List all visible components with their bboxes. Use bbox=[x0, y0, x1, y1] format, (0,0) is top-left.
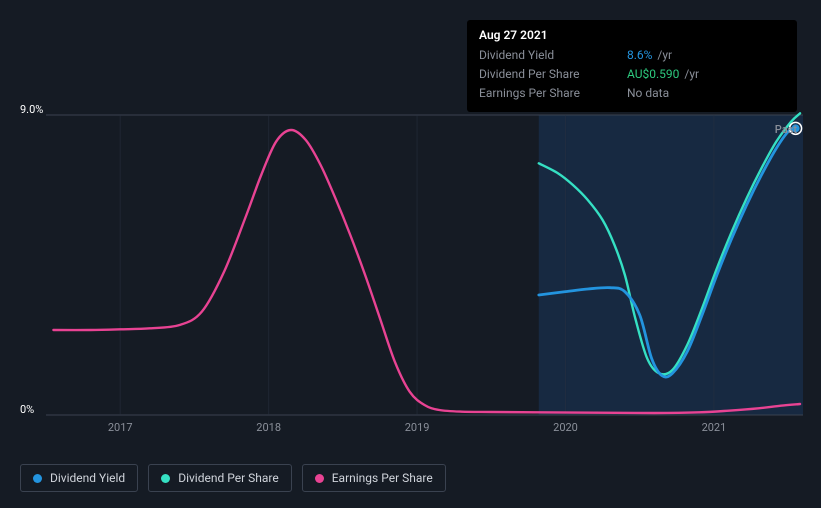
legend-item[interactable]: Earnings Per Share bbox=[302, 464, 446, 492]
tooltip-row: Dividend Per Share AU$0.590 /yr bbox=[479, 65, 785, 84]
tooltip-date: Aug 27 2021 bbox=[479, 28, 785, 42]
chart-legend: Dividend Yield Dividend Per Share Earnings… bbox=[20, 464, 446, 492]
legend-item[interactable]: Dividend Yield bbox=[20, 464, 138, 492]
tooltip-row-value: AU$0.590 /yr bbox=[627, 65, 699, 84]
past-label: Past bbox=[775, 123, 797, 136]
x-axis-label: 2020 bbox=[553, 421, 578, 434]
x-axis-label: 2019 bbox=[405, 421, 430, 434]
y-axis-label: 0% bbox=[20, 403, 34, 416]
tooltip-row-label: Dividend Yield bbox=[479, 46, 619, 65]
legend-label: Dividend Yield bbox=[50, 471, 125, 485]
legend-label: Earnings Per Share bbox=[332, 471, 433, 485]
tooltip-row-value: No data bbox=[627, 84, 669, 103]
legend-dot-icon bbox=[161, 474, 170, 483]
tooltip-row-value: 8.6% /yr bbox=[627, 46, 672, 65]
x-axis-label: 2018 bbox=[256, 421, 281, 434]
x-axis-label: 2021 bbox=[702, 421, 727, 434]
legend-item[interactable]: Dividend Per Share bbox=[148, 464, 292, 492]
tooltip-row: Dividend Yield 8.6% /yr bbox=[479, 46, 785, 65]
legend-label: Dividend Per Share bbox=[178, 471, 279, 485]
tooltip-row-label: Dividend Per Share bbox=[479, 65, 619, 84]
dividend-chart: 0%9.0% 20172018201920202021 Past bbox=[20, 105, 803, 425]
legend-dot-icon bbox=[315, 474, 324, 483]
x-axis-label: 2017 bbox=[108, 421, 133, 434]
tooltip-row: Earnings Per Share No data bbox=[479, 84, 785, 103]
y-axis-label: 9.0% bbox=[20, 103, 43, 116]
tooltip-row-label: Earnings Per Share bbox=[479, 84, 619, 103]
chart-tooltip: Aug 27 2021Dividend Yield8.6% /yrDividen… bbox=[467, 20, 797, 112]
legend-dot-icon bbox=[33, 474, 42, 483]
